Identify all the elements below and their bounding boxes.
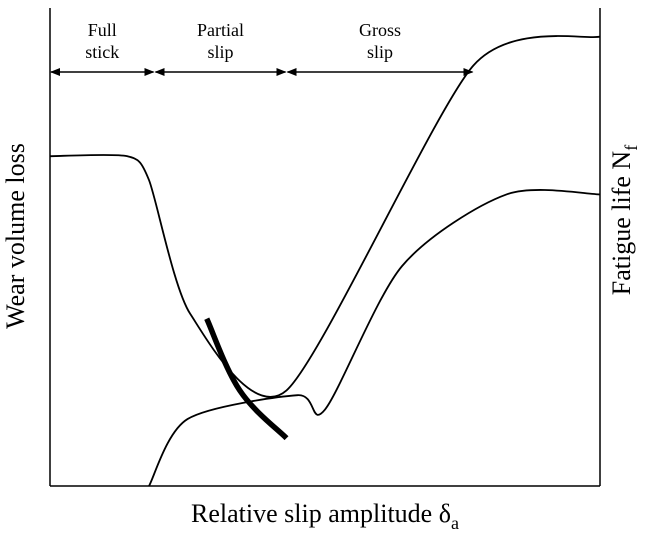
regime-label-gross-slip-line2: slip	[367, 42, 393, 62]
x-axis-label: Relative slip amplitude δa	[191, 499, 459, 533]
regime-label-full-stick-line2: stick	[85, 42, 119, 62]
right-y-axis-label: Fatigue life Nf	[607, 145, 641, 295]
regime-label-partial-slip-line2: slip	[207, 42, 233, 62]
curves	[49, 35, 601, 487]
series-fatigue-line	[148, 189, 601, 487]
regime-label-full-stick-line1: Full	[88, 20, 117, 40]
series-transition-highlight-line	[204, 317, 289, 441]
series-wear-line	[49, 35, 601, 398]
regime-label-partial-slip-line1: Partial	[197, 20, 244, 40]
plot-frame	[49, 8, 601, 487]
regime-label-gross-slip-line1: Gross	[359, 20, 401, 40]
left-y-axis-label: Wear volume loss	[1, 143, 30, 329]
